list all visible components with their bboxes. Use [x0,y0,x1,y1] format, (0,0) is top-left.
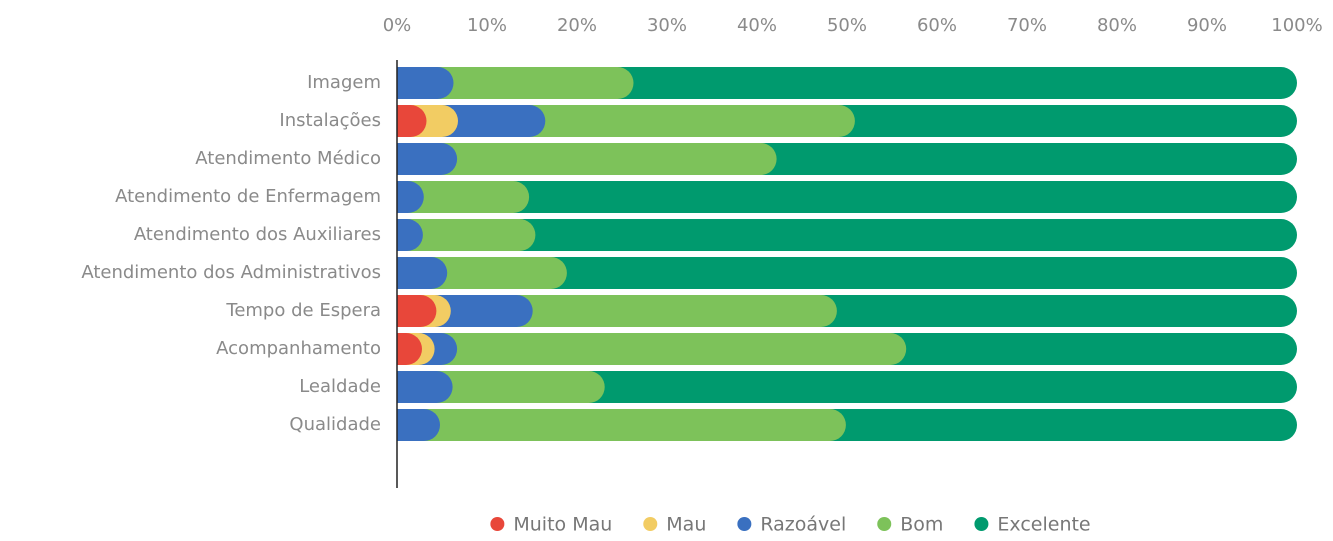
bar-segment [397,105,427,137]
bar-segment [890,333,1297,365]
bar-segment [617,67,1297,99]
bar-segment [436,371,605,403]
x-tick-label: 40% [737,15,777,36]
legend-label: Bom [900,514,943,536]
bar-segment [441,333,907,365]
bar-segment [424,409,846,441]
bar-segment [441,143,777,175]
bar-segment [529,105,855,137]
y-tick-label: Instalações [279,110,381,131]
legend-swatch [643,517,658,531]
x-tick-label: 30% [647,15,687,36]
x-tick-label: 90% [1187,15,1227,36]
bar-segment [442,105,546,137]
bar-segment [760,143,1297,175]
bar-segment [397,67,454,99]
bar-segment [516,295,837,327]
bar-segment [838,105,1297,137]
bar-segment [820,295,1297,327]
legend-swatch [877,517,892,531]
legend: Muito Mau Mau Razoável Bom Excelente [490,514,1091,536]
bar-segment [407,181,530,213]
bar-segment [397,143,458,175]
legend-swatch [737,517,752,531]
y-tick-label: Tempo de Espera [225,300,381,321]
x-tick-label: 100% [1271,15,1322,36]
y-tick-label: Atendimento dos Auxiliares [134,224,381,245]
bar-segment [397,371,453,403]
bar-segment [513,181,1297,213]
bar-segment [397,333,422,365]
bar-segment [397,409,440,441]
bar-segment [397,295,437,327]
y-tick-label: Imagem [307,72,381,93]
legend-label: Mau [666,514,706,536]
bar-segment [406,219,536,251]
bar-segment [434,295,533,327]
y-tick-label: Atendimento dos Administrativos [81,262,381,283]
bar-segment [519,219,1297,251]
legend-label: Razoável [760,514,846,536]
bar-segment [588,371,1297,403]
legend-swatch [974,517,989,531]
x-tick-label: 80% [1097,15,1137,36]
y-tick-label: Atendimento Médico [195,148,381,169]
bar-segment [397,219,423,251]
y-tick-label: Lealdade [299,376,381,397]
bar-segment [397,181,424,213]
x-tick-label: 70% [1007,15,1047,36]
x-tick-label: 60% [917,15,957,36]
y-tick-label: Acompanhamento [216,338,381,359]
y-tick-label: Qualidade [289,414,381,435]
x-tick-label: 10% [467,15,507,36]
x-tick-label: 50% [827,15,867,36]
legend-swatch [490,517,505,531]
bar-segment [829,409,1297,441]
bar-segment [437,67,634,99]
legend-label: Excelente [997,514,1090,536]
bar-segment [431,257,567,289]
x-tick-label: 20% [557,15,597,36]
y-tick-label: Atendimento de Enfermagem [115,186,381,207]
x-tick-label: 0% [383,15,412,36]
legend-label: Muito Mau [513,514,612,536]
bar-segment [397,257,448,289]
bar-segment [550,257,1297,289]
